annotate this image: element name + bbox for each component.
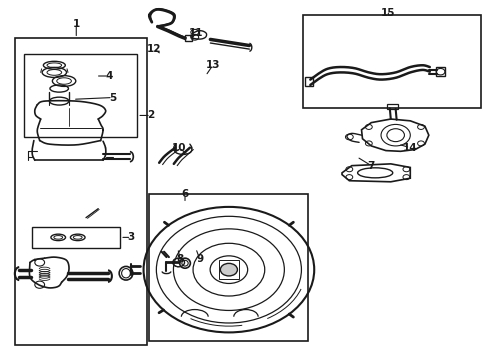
Bar bbox=[149, 194, 307, 341]
Bar bbox=[24, 54, 137, 137]
Text: 14: 14 bbox=[402, 143, 417, 153]
Bar bbox=[386, 104, 397, 109]
Text: 7: 7 bbox=[367, 161, 374, 171]
Bar bbox=[435, 67, 444, 76]
Text: 5: 5 bbox=[109, 93, 116, 103]
Text: 1: 1 bbox=[73, 19, 80, 29]
Text: 15: 15 bbox=[380, 8, 395, 18]
Text: 3: 3 bbox=[127, 232, 135, 242]
Text: 13: 13 bbox=[205, 60, 220, 70]
Circle shape bbox=[220, 264, 237, 276]
Bar bbox=[218, 260, 239, 279]
Bar bbox=[184, 35, 192, 41]
Bar bbox=[305, 77, 312, 86]
Bar bbox=[303, 15, 480, 108]
Bar bbox=[15, 39, 147, 345]
Text: 4: 4 bbox=[105, 71, 112, 81]
Text: 11: 11 bbox=[188, 28, 203, 38]
Text: 8: 8 bbox=[176, 254, 183, 264]
Text: 12: 12 bbox=[147, 44, 161, 54]
Text: 10: 10 bbox=[171, 143, 185, 153]
Text: 2: 2 bbox=[147, 111, 154, 121]
Bar bbox=[32, 226, 120, 248]
Text: 9: 9 bbox=[196, 254, 203, 264]
Text: 6: 6 bbox=[181, 189, 188, 199]
